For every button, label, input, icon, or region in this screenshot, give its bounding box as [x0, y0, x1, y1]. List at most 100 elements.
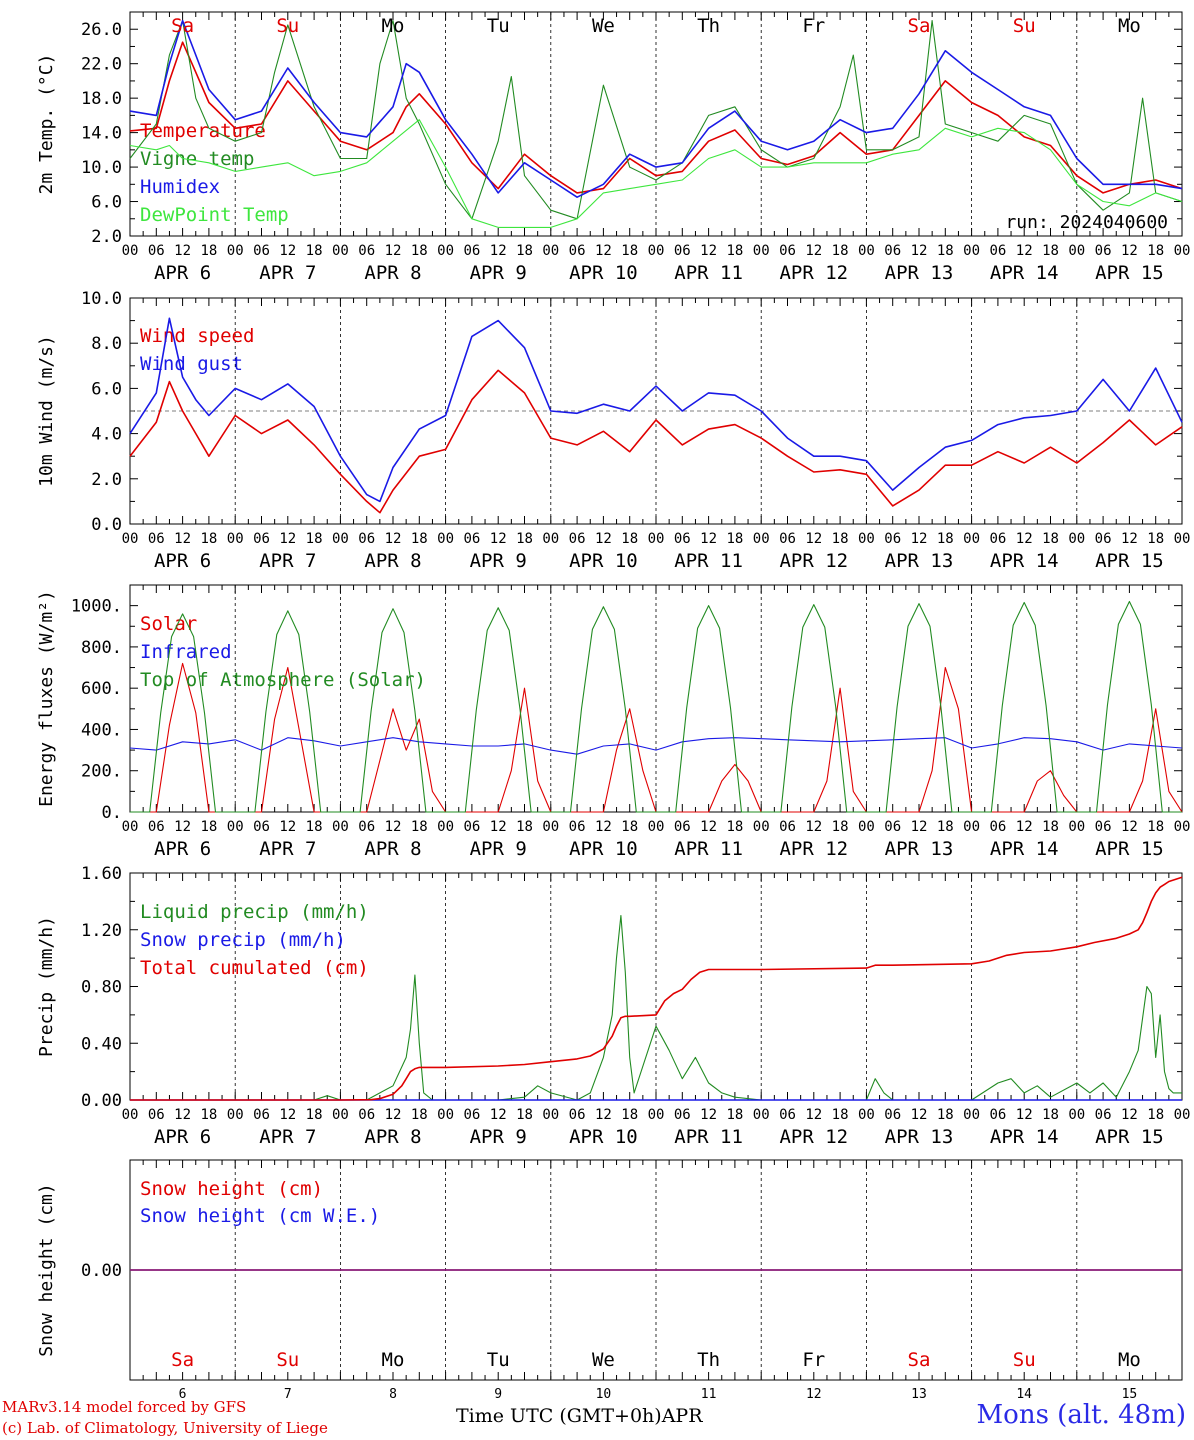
- day-number-label: 8: [389, 1387, 397, 1402]
- hour-tick-label: 06: [779, 243, 796, 259]
- series-line-top-of-atmosphere-solar-: [130, 600, 1182, 813]
- hour-tick-label: 06: [884, 243, 901, 259]
- hour-tick-label: 00: [753, 243, 770, 259]
- legend-entry: DewPoint Temp: [140, 204, 289, 226]
- hour-tick-label: 00: [542, 1107, 559, 1123]
- hour-tick-label: 18: [1147, 531, 1164, 547]
- hour-tick-label: 12: [595, 819, 612, 835]
- hour-tick-label: 12: [911, 531, 928, 547]
- y-tick-label: 8.0: [91, 334, 122, 354]
- date-label: APR 9: [470, 262, 527, 284]
- hour-tick-label: 18: [306, 243, 323, 259]
- hour-tick-label: 06: [989, 531, 1006, 547]
- hour-tick-label: 12: [1121, 243, 1138, 259]
- hour-tick-label: 06: [569, 243, 586, 259]
- hour-tick-label: 12: [805, 243, 822, 259]
- hour-tick-label: 00: [753, 1107, 770, 1123]
- hour-tick-label: 18: [411, 531, 428, 547]
- hour-tick-label: 12: [385, 819, 402, 835]
- hour-tick-label: 00: [332, 1107, 349, 1123]
- hour-tick-label: 00: [122, 819, 139, 835]
- y-axis-label: Energy fluxes (W/m²): [36, 590, 57, 807]
- hour-tick-label: 12: [1016, 243, 1033, 259]
- hour-tick-label: 00: [332, 819, 349, 835]
- panel-4: 0.00 0.40 0.80 1.20 1.60 Precip (mm/h) Liquid …: [36, 864, 1190, 1148]
- hour-tick-label: 18: [200, 1107, 217, 1123]
- weekday-label: We: [592, 1349, 615, 1371]
- hour-tick-label: 00: [1068, 1107, 1085, 1123]
- hour-tick-label: 00: [648, 819, 665, 835]
- hour-tick-label: 12: [700, 531, 717, 547]
- hour-tick-label: 06: [674, 531, 691, 547]
- y-tick-label: 2.0: [91, 227, 122, 247]
- series-line-wind-gust: [129, 317, 1183, 503]
- y-tick-label: 0.00: [81, 1091, 122, 1111]
- x-axis-title: Time UTC (GMT+0h)APR: [456, 1405, 703, 1427]
- hour-tick-label: 12: [1016, 1107, 1033, 1123]
- y-tick-label: 22.0: [81, 55, 122, 75]
- hour-tick-label: 18: [516, 1107, 533, 1123]
- day-number-label: 7: [284, 1387, 292, 1402]
- panel-1: 2.0 6.0 10.0 14.0 18.0 22.0 26.0 2m Temp. (°C) T…: [36, 11, 1190, 284]
- hour-tick-label: 00: [1174, 1107, 1191, 1123]
- hour-tick-label: 06: [779, 531, 796, 547]
- date-label: APR 6: [154, 1126, 211, 1148]
- hour-tick-label: 06: [1095, 531, 1112, 547]
- hour-tick-label: 00: [332, 531, 349, 547]
- y-tick-label: 800.: [81, 638, 122, 658]
- hour-tick-label: 12: [1016, 531, 1033, 547]
- hour-tick-label: 18: [200, 819, 217, 835]
- date-label: APR 10: [569, 1126, 638, 1148]
- hour-tick-label: 06: [148, 1107, 165, 1123]
- hour-tick-label: 00: [963, 531, 980, 547]
- hour-tick-label: 00: [437, 819, 454, 835]
- hour-tick-label: 06: [674, 243, 691, 259]
- hour-tick-label: 12: [595, 243, 612, 259]
- legend-entry: Top of Atmosphere (Solar): [140, 669, 426, 691]
- y-tick-label: 1.60: [81, 864, 122, 884]
- hour-tick-label: 12: [174, 531, 191, 547]
- y-axis-label: Precip (mm/h): [36, 916, 57, 1057]
- hour-tick-label: 06: [148, 819, 165, 835]
- day-number-label: 9: [494, 1387, 502, 1402]
- date-label: APR 11: [674, 1126, 743, 1148]
- hour-tick-label: 06: [463, 819, 480, 835]
- date-label: APR 14: [990, 1126, 1059, 1148]
- series-line-temperature: [129, 41, 1183, 194]
- hour-tick-label: 12: [385, 531, 402, 547]
- date-label: APR 6: [154, 262, 211, 284]
- hour-tick-label: 06: [674, 1107, 691, 1123]
- hour-tick-label: 12: [1016, 819, 1033, 835]
- hour-tick-label: 18: [1147, 243, 1164, 259]
- date-label: APR 7: [259, 550, 316, 572]
- hour-tick-label: 00: [122, 531, 139, 547]
- weekday-label: Th: [697, 1349, 720, 1371]
- hour-tick-label: 18: [200, 531, 217, 547]
- date-label: APR 12: [779, 262, 848, 284]
- hour-tick-label: 06: [358, 1107, 375, 1123]
- weekday-label: Sa: [171, 15, 194, 37]
- hour-tick-label: 06: [1095, 243, 1112, 259]
- date-label: APR 13: [885, 1126, 954, 1148]
- hour-tick-label: 12: [805, 531, 822, 547]
- date-label: APR 11: [674, 262, 743, 284]
- date-label: APR 15: [1095, 550, 1164, 572]
- hour-tick-label: 12: [490, 531, 507, 547]
- hour-tick-label: 18: [832, 819, 849, 835]
- legend-entry: Vigne temp: [140, 148, 254, 170]
- hour-tick-label: 06: [253, 1107, 270, 1123]
- legend-entry: Liquid precip (mm/h): [140, 901, 369, 923]
- hour-tick-label: 06: [674, 819, 691, 835]
- weekday-label: Su: [276, 15, 299, 37]
- hour-tick-label: 06: [1095, 819, 1112, 835]
- y-tick-label: 0.00: [81, 1261, 122, 1281]
- hour-tick-label: 12: [174, 1107, 191, 1123]
- date-label: APR 6: [154, 838, 211, 860]
- legend-entry: Humidex: [140, 176, 220, 198]
- hour-tick-label: 06: [989, 1107, 1006, 1123]
- y-tick-label: 200.: [81, 762, 122, 782]
- hour-tick-label: 00: [1068, 819, 1085, 835]
- y-tick-label: 10.0: [81, 158, 122, 178]
- day-number-label: 15: [1122, 1387, 1138, 1402]
- hour-tick-label: 12: [805, 1107, 822, 1123]
